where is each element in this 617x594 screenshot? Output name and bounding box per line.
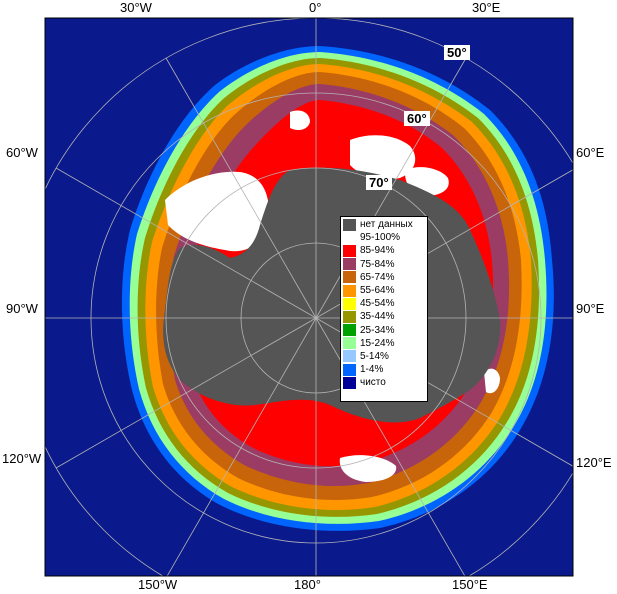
legend-label: чисто bbox=[360, 377, 386, 389]
legend-swatch bbox=[343, 218, 356, 231]
label-top-0: 0° bbox=[309, 0, 322, 15]
legend-item: 95-100% bbox=[343, 231, 425, 244]
ice-patch-95-100-d bbox=[290, 110, 310, 130]
legend-item: чисто bbox=[343, 376, 425, 389]
legend-swatch bbox=[343, 271, 356, 284]
legend-swatch bbox=[343, 284, 356, 297]
legend-label: 15-24% bbox=[360, 337, 395, 349]
legend-label: 45-54% bbox=[360, 298, 395, 310]
label-left-120w: 120°W bbox=[2, 451, 42, 466]
legend-item: 65-74% bbox=[343, 271, 425, 284]
label-bottom-180: 180° bbox=[294, 577, 321, 592]
legend-item: 1-4% bbox=[343, 363, 425, 376]
legend-item: 25-34% bbox=[343, 324, 425, 337]
label-lat-50: 50° bbox=[444, 45, 470, 60]
legend-swatch bbox=[343, 376, 356, 389]
legend-swatch bbox=[343, 324, 356, 337]
legend-label: 65-74% bbox=[360, 271, 395, 283]
legend-label: 55-64% bbox=[360, 285, 395, 297]
legend-label: 1-4% bbox=[360, 364, 384, 376]
legend-item: 15-24% bbox=[343, 337, 425, 350]
legend-item: 5-14% bbox=[343, 350, 425, 363]
legend-swatch bbox=[343, 310, 356, 323]
label-bottom-150w: 150°W bbox=[138, 577, 178, 592]
label-lat-60: 60° bbox=[404, 111, 430, 126]
legend-swatch bbox=[343, 244, 356, 257]
ice-patch-95-100-e bbox=[339, 455, 397, 482]
label-right-90e: 90°E bbox=[576, 301, 605, 316]
legend-swatch bbox=[343, 363, 356, 376]
label-left-60w: 60°W bbox=[6, 145, 38, 160]
label-top-30e: 30°E bbox=[472, 0, 501, 15]
legend-swatch bbox=[343, 258, 356, 271]
legend-label: нет данных bbox=[360, 219, 413, 231]
legend-label: 75-84% bbox=[360, 258, 395, 270]
legend-item: 85-94% bbox=[343, 244, 425, 257]
label-left-90w: 90°W bbox=[6, 301, 38, 316]
ice-patch-95-100-f bbox=[484, 368, 500, 394]
legend-label: 35-44% bbox=[360, 311, 395, 323]
legend-label: 25-34% bbox=[360, 324, 395, 336]
legend-swatch bbox=[343, 337, 356, 350]
legend-label: 85-94% bbox=[360, 245, 395, 257]
concentration-legend: нет данных 95-100% 85-94% 75-84% 65-74% 55-64… bbox=[340, 216, 428, 402]
label-right-60e: 60°E bbox=[576, 145, 605, 160]
map-frame-border bbox=[44, 17, 574, 577]
legend-item: нет данных bbox=[343, 218, 425, 231]
ice-patch-95-100-b bbox=[350, 135, 416, 180]
legend-item: 45-54% bbox=[343, 297, 425, 310]
legend-swatch bbox=[343, 231, 356, 244]
label-top-30w: 30°W bbox=[120, 0, 152, 15]
label-bottom-150e: 150°E bbox=[452, 577, 488, 592]
legend-label: 95-100% bbox=[360, 232, 401, 244]
legend-swatch bbox=[343, 297, 356, 310]
label-right-120e: 120°E bbox=[576, 455, 612, 470]
legend-swatch bbox=[343, 350, 356, 363]
legend-label: 5-14% bbox=[360, 350, 389, 362]
legend-item: 55-64% bbox=[343, 284, 425, 297]
legend-item: 35-44% bbox=[343, 310, 425, 323]
legend-item: 75-84% bbox=[343, 258, 425, 271]
label-lat-70: 70° bbox=[366, 175, 392, 190]
